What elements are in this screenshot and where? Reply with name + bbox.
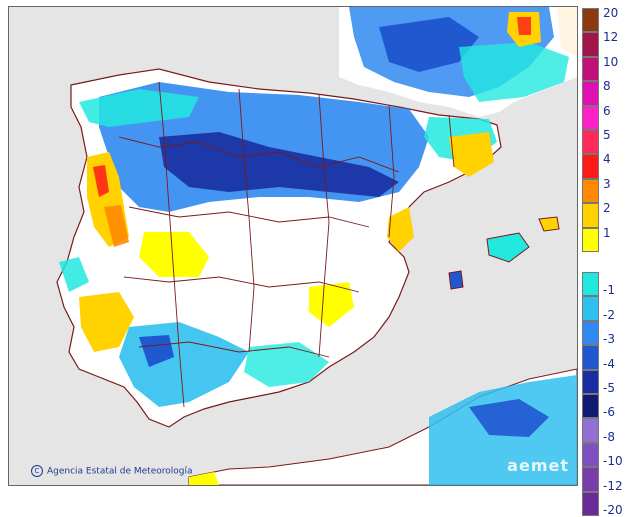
north-africa-cold-core — [469, 399, 549, 437]
map-panel: C Agencia Estatal de Meteorología aemet — [8, 6, 578, 486]
legend-swatch — [582, 130, 599, 155]
legend-swatch — [582, 203, 599, 228]
legend-label: -2 — [603, 307, 615, 322]
legend-swatch — [582, 105, 599, 130]
levante-warm — [387, 207, 414, 252]
legend-swatch — [582, 418, 599, 443]
north-deep-cold — [159, 132, 399, 197]
legend-label: 4 — [603, 152, 611, 167]
legend-label: 2 — [603, 201, 611, 216]
aemet-logo: aemet — [507, 456, 569, 475]
legend-swatch — [582, 442, 599, 468]
center-warm — [139, 232, 209, 277]
legend-label: 5 — [603, 128, 611, 142]
credit-text: C Agencia Estatal de Meteorología — [31, 465, 193, 477]
corsica-strip — [557, 7, 577, 57]
legend-swatch — [582, 154, 599, 179]
west-cyan-patch — [59, 257, 89, 292]
color-legend: 20 12 10 8 6 5 4 3 2 1 -1 -2 -3 -4 -5 -6 -8 -10 -12 -20 — [582, 6, 628, 516]
legend-label: -4 — [603, 356, 615, 371]
legend-label: -1 — [603, 283, 615, 298]
legend-swatch — [582, 56, 599, 82]
legend-swatch — [582, 8, 599, 33]
portugal-hot — [104, 205, 129, 247]
legend-label: 8 — [603, 79, 611, 94]
credit-label: Agencia Estatal de Meteorología — [47, 466, 193, 477]
portugal-warm-south — [79, 292, 134, 352]
legend-swatch — [582, 296, 599, 321]
france-hot-spot — [517, 17, 531, 35]
legend-label: -8 — [603, 429, 615, 444]
legend-label: -20 — [603, 503, 623, 517]
menorca — [538, 216, 560, 232]
catalonia-warm — [449, 132, 494, 177]
legend-label: -6 — [603, 405, 615, 420]
province-borders — [118, 81, 455, 408]
east-warm — [309, 282, 354, 327]
legend-label: -12 — [603, 478, 623, 493]
legend-label: -3 — [603, 332, 615, 347]
legend-label: 6 — [603, 103, 611, 118]
southeast-cold — [244, 342, 329, 387]
galicia-hot — [93, 165, 109, 197]
legend-label: 12 — [603, 30, 619, 45]
legend-swatch — [582, 32, 599, 57]
legend-swatch — [582, 369, 599, 394]
north-africa-warm — [189, 472, 219, 485]
legend-label: -5 — [603, 381, 615, 395]
anomaly-map — [9, 7, 577, 485]
legend-label: 10 — [603, 54, 619, 69]
legend-swatch — [582, 345, 599, 370]
legend-swatch — [582, 467, 599, 492]
legend-swatch — [582, 227, 599, 252]
legend-swatch — [582, 178, 599, 204]
north-cyan-edge — [79, 89, 199, 127]
copyright-icon: C — [31, 465, 43, 477]
legend-label: 20 — [603, 6, 619, 20]
legend-label: 3 — [603, 176, 611, 191]
france-cold-core — [379, 17, 479, 72]
mallorca — [486, 232, 530, 263]
ibiza — [448, 270, 464, 290]
legend-swatch — [582, 491, 599, 516]
legend-swatch — [582, 320, 599, 346]
legend-label: 1 — [603, 225, 611, 240]
france-cyan-fringe — [459, 42, 569, 102]
legend-swatch — [582, 81, 599, 106]
legend-swatch — [582, 272, 599, 297]
south-cold-core — [139, 335, 174, 367]
legend-label: -10 — [603, 454, 623, 469]
legend-swatch — [582, 394, 599, 419]
